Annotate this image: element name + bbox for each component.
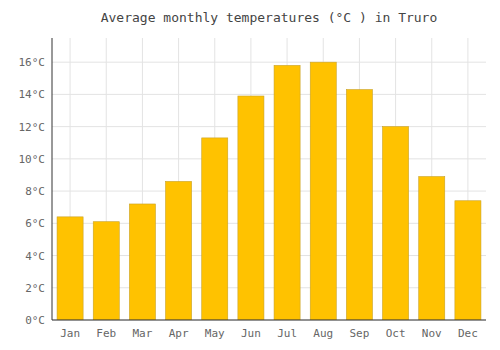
bar: Nov: 8.9 [419,177,445,320]
x-tick-label: Jun [241,327,261,340]
bar: Dec: 7.4 [455,201,481,320]
y-grid-line [52,94,486,95]
grid [52,38,486,320]
bar: Mar: 7.2 [129,204,155,320]
y-tick-label: 12°C [19,121,46,134]
bar: Sep: 14.3 [346,90,372,320]
x-tick-label: May [205,327,225,340]
axes: 0°C 2°C 4°C 6°C 8°C 10°C 12°C 14°C 16°C Jan Feb Mar… [19,38,487,340]
x-tick-label: Dec [458,327,478,340]
bar: Jun: 13.9 [238,96,264,320]
bar: Aug: 16 [310,62,336,320]
bar: Jan: 6.4 [57,217,83,320]
chart: Average monthly temperatures (°C ) in Tr… [0,0,500,350]
x-tick-label: Apr [169,327,189,340]
y-tick-label: 6°C [25,217,45,230]
x-tick-label: Mar [132,327,152,340]
title: Average monthly temperatures (°C ) in Tr… [101,10,438,25]
y-grid-line [52,126,486,127]
background [0,0,500,350]
y-tick-label: 10°C [19,153,46,166]
x-tick-label: Jul [277,327,297,340]
y-axis-line [52,38,53,320]
bar: Jul: 15.8 [274,65,300,320]
y-grid-line [52,62,486,63]
y-tick-label: 16°C [19,56,46,69]
x-tick-label: Aug [313,327,333,340]
bar: Oct: 12 [383,127,409,320]
y-tick-label: 8°C [25,185,45,198]
y-grid-line [52,320,486,321]
y-tick-label: 4°C [25,250,45,263]
bar: Apr: 8.6 [166,181,192,320]
x-tick-label: Sep [349,327,369,340]
bar: Feb: 6.1 [93,222,119,320]
x-tick-label: Jan [60,327,80,340]
bar: May: 11.3 [202,138,228,320]
x-tick-label: Oct [386,327,406,340]
bars: Jan: 6.4 Feb: 6.1 Mar: 7.2 Apr: 8.6 May: 11.… [57,62,481,320]
x-tick-label: Feb [96,327,116,340]
x-tick-label: Nov [422,327,442,340]
x-axis-line [52,320,486,321]
y-tick-label: 14°C [19,88,46,101]
y-tick-label: 2°C [25,282,45,295]
y-grid-line [52,158,486,159]
y-tick-label: 0°C [25,314,45,327]
